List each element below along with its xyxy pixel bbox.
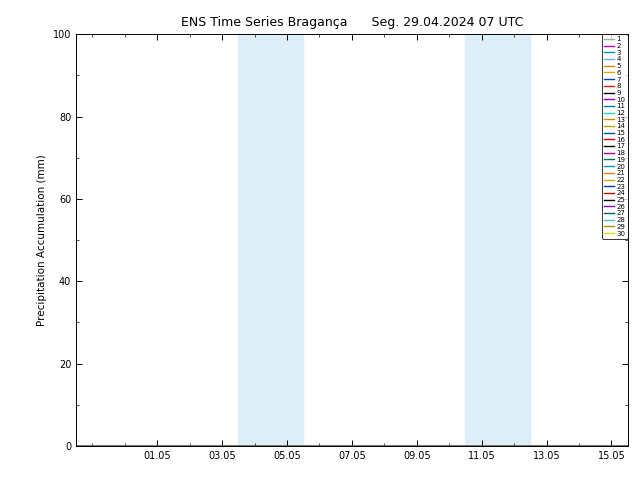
Bar xyxy=(465,34,530,446)
Bar xyxy=(238,34,303,446)
Y-axis label: Precipitation Accumulation (mm): Precipitation Accumulation (mm) xyxy=(37,154,48,326)
Title: ENS Time Series Bragança      Seg. 29.04.2024 07 UTC: ENS Time Series Bragança Seg. 29.04.2024… xyxy=(181,16,523,29)
Legend: 1, 2, 3, 4, 5, 6, 7, 8, 9, 10, 11, 12, 13, 14, 15, 16, 17, 18, 19, 20, 21, 22, 2: 1, 2, 3, 4, 5, 6, 7, 8, 9, 10, 11, 12, 1… xyxy=(602,34,628,239)
